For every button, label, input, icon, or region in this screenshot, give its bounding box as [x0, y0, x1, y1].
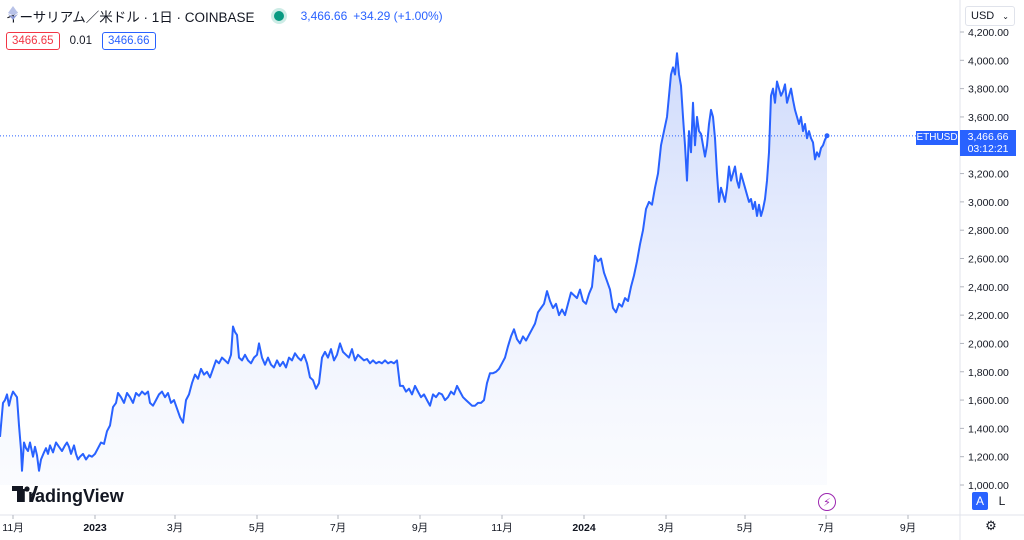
y-tick-label: 2,800.00: [968, 225, 1009, 237]
gear-icon[interactable]: ⚙: [985, 518, 997, 533]
bid-price-button[interactable]: 3466.65: [6, 32, 60, 50]
y-tick-label: 4,000.00: [968, 55, 1009, 67]
y-tick-label: 2,400.00: [968, 282, 1009, 294]
y-tick-label: 3,000.00: [968, 197, 1009, 209]
x-tick-label: 9月: [412, 522, 428, 534]
auto-scale-button[interactable]: A: [972, 492, 988, 510]
symbol-title[interactable]: イーサリアム／米ドル · 1日 · COINBASE: [6, 10, 255, 25]
x-tick-label: 7月: [818, 522, 834, 534]
tradingview-logo-text: TradingView: [18, 486, 124, 506]
y-tick-label: 2,600.00: [968, 254, 1009, 266]
spread-value: 0.01: [69, 35, 92, 47]
market-status-icon[interactable]: [270, 8, 287, 24]
y-tick-label: 1,200.00: [968, 452, 1009, 464]
y-tick-label: 4,200.00: [968, 27, 1009, 39]
x-tick-label: 3月: [167, 522, 183, 534]
currency-selector[interactable]: USD ⌄: [965, 6, 1015, 26]
y-tick-label: 1,800.00: [968, 367, 1009, 379]
price-tag-value: 3,466.66: [967, 131, 1009, 143]
symbol-price-tag: ETHUSD: [916, 131, 958, 145]
ask-price-button[interactable]: 3466.66: [101, 32, 156, 50]
y-tick-label: 1,000.00: [968, 480, 1009, 492]
price-change: +34.29 (+1.00%): [353, 9, 443, 23]
price-tag-countdown: 03:12:21: [967, 143, 1009, 155]
log-scale-button[interactable]: L: [998, 494, 1006, 508]
y-tick-label: 3,200.00: [968, 169, 1009, 181]
x-tick-label: 5月: [249, 522, 265, 534]
x-tick-label: 11月: [491, 522, 512, 534]
chevron-down-icon: ⌄: [1002, 11, 1009, 21]
currency-label: USD: [971, 10, 995, 22]
y-tick-label: 3,800.00: [968, 84, 1009, 96]
y-tick-label: 1,600.00: [968, 395, 1009, 407]
bid-ask-panel: 3466.65 0.01 3466.66: [6, 32, 156, 50]
series-area-fill: [0, 53, 827, 485]
lightning-icon[interactable]: ⚡: [818, 493, 836, 511]
ethereum-icon: [8, 6, 18, 20]
x-tick-label: 2024: [572, 522, 596, 534]
x-tick-label: 3月: [658, 522, 674, 534]
last-point-marker: [824, 133, 830, 139]
x-tick-label: 11月: [2, 522, 23, 534]
y-tick-label: 3,600.00: [968, 112, 1009, 124]
tradingview-logo[interactable]: TradingView: [12, 486, 124, 507]
y-tick-label: 2,000.00: [968, 338, 1009, 350]
symbol-header: イーサリアム／米ドル · 1日 · COINBASE 3,466.66 +34.…: [6, 6, 443, 26]
x-tick-label: 7月: [330, 522, 346, 534]
x-tick-label: 5月: [737, 522, 753, 534]
x-tick-label: 9月: [900, 522, 916, 534]
x-tick-label: 2023: [83, 522, 107, 534]
series-line[interactable]: [0, 52, 828, 472]
last-price: 3,466.66: [300, 9, 348, 23]
y-tick-label: 2,200.00: [968, 310, 1009, 322]
y-tick-label: 1,400.00: [968, 423, 1009, 435]
last-price-tag: 3,466.66 03:12:21: [960, 130, 1016, 156]
